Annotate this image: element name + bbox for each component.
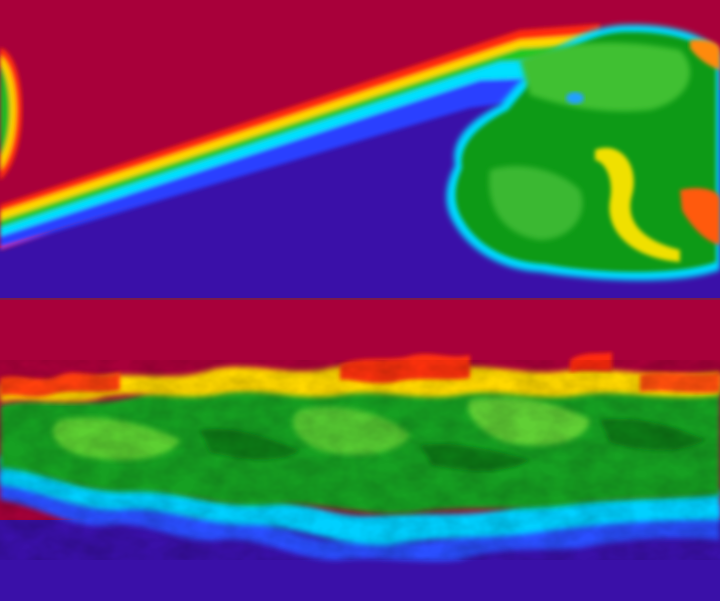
bottom-texture	[0, 360, 720, 560]
top-vortex	[446, 24, 720, 281]
bottom-panel	[0, 300, 720, 601]
panel-divider	[0, 298, 720, 301]
top-left-blob	[0, 48, 22, 180]
top-panel	[0, 0, 720, 298]
